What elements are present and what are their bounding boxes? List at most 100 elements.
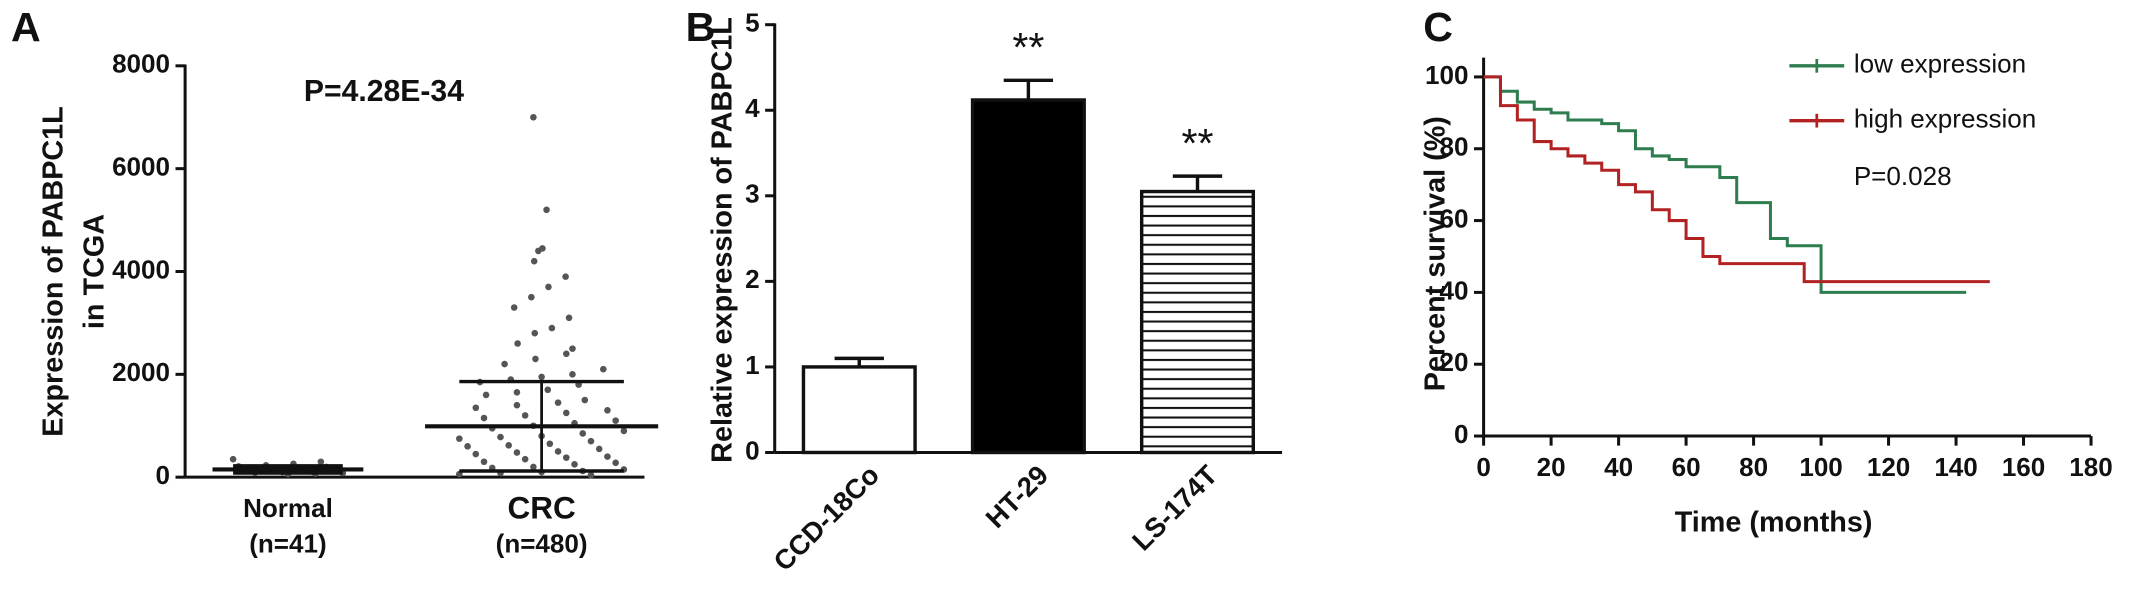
data-point [482, 391, 490, 399]
data-point [548, 324, 556, 332]
data-point [546, 440, 554, 448]
y-tick-label: 2000 [112, 357, 170, 387]
data-point [472, 404, 480, 412]
x-tick-sublabel: (n=41) [249, 529, 326, 559]
data-point [595, 445, 603, 453]
data-point [569, 371, 576, 378]
data-point [513, 401, 521, 409]
data-point [544, 386, 552, 394]
data-point [535, 247, 542, 255]
data-point [528, 293, 535, 301]
data-point [530, 463, 537, 471]
x-tick-label: 0 [1476, 452, 1491, 482]
data-point [521, 412, 529, 419]
y-axis-label: Expression of PABPC1L [37, 106, 69, 437]
data-point [620, 427, 628, 435]
y-axis-label: Relative expression of PABPC1L [707, 17, 739, 463]
data-point [587, 437, 595, 445]
data-point [563, 409, 570, 417]
data-point [538, 373, 545, 381]
y-tick-label: 8000 [112, 49, 170, 79]
x-tick-sublabel: (n=480) [496, 529, 588, 559]
data-point [587, 471, 595, 479]
survival-line [1483, 75, 1967, 294]
data-point [501, 360, 508, 368]
data-point [531, 329, 539, 337]
y-tick-label: 6000 [112, 152, 170, 182]
data-point [532, 355, 539, 363]
data-point [480, 414, 488, 422]
data-point [543, 206, 550, 214]
x-tick-label: CCD-18Co [767, 459, 885, 577]
x-tick-label: 60 [1672, 452, 1701, 482]
data-point [480, 458, 488, 466]
panel-label: A [11, 4, 41, 50]
y-axis-label: in TCGA [79, 214, 111, 329]
x-tick-label: 180 [2069, 452, 2112, 482]
panel-label: B [686, 4, 716, 50]
data-point [562, 273, 569, 280]
data-point [565, 314, 573, 322]
data-point [472, 450, 480, 458]
data-point [456, 435, 463, 442]
data-point [530, 257, 538, 265]
x-tick-label: 40 [1604, 452, 1633, 482]
y-tick-label: 0 [1454, 419, 1468, 449]
y-tick-label: 0 [745, 435, 760, 465]
data-point [571, 461, 578, 468]
y-axis-label: Percent survival (%) [1420, 116, 1452, 391]
data-point [581, 396, 589, 404]
x-tick-label: 80 [1739, 452, 1768, 482]
data-point [513, 449, 521, 456]
data-point [545, 283, 552, 291]
data-point [521, 455, 529, 463]
data-point [563, 454, 570, 461]
bar [1139, 189, 1256, 455]
x-tick-label: CRC [507, 489, 575, 525]
y-tick-label: 4000 [112, 254, 170, 284]
panel-label: C [1423, 4, 1453, 50]
data-point [600, 365, 607, 373]
significance-label: ** [1012, 24, 1044, 70]
bar [801, 365, 917, 455]
bar [970, 98, 1086, 455]
y-tick-label: 1 [745, 350, 760, 380]
data-point [604, 407, 611, 414]
data-point [569, 345, 576, 352]
x-tick-label: LS-174T [1126, 459, 1223, 556]
y-tick-label: 40 [1440, 275, 1469, 305]
data-point [612, 459, 619, 467]
data-point [505, 442, 512, 449]
survival-line [1483, 75, 1990, 284]
data-point [514, 340, 521, 347]
y-tick-label: 60 [1440, 203, 1469, 233]
data-point [229, 455, 237, 463]
significance-label: ** [1181, 120, 1213, 166]
data-point [563, 350, 570, 358]
y-tick-label: 100 [1425, 60, 1468, 90]
data-point [604, 453, 611, 460]
data-point [530, 113, 537, 121]
y-tick-label: 80 [1440, 132, 1469, 162]
data-point [579, 430, 587, 437]
y-tick-label: 4 [745, 93, 760, 123]
x-tick-label: HT-29 [980, 459, 1055, 534]
x-tick-label: 140 [1934, 452, 1977, 482]
data-point [497, 433, 504, 441]
data-point [464, 443, 471, 450]
y-tick-label: 20 [1440, 347, 1469, 377]
x-tick-label: 100 [1799, 452, 1842, 482]
y-tick-label: 2 [745, 264, 760, 294]
x-tick-label: 120 [1867, 452, 1910, 482]
annotation: P=4.28E-34 [304, 75, 464, 108]
data-point [317, 458, 325, 466]
data-point [510, 304, 518, 311]
data-point [554, 448, 562, 455]
x-tick-label: 160 [2002, 452, 2045, 482]
legend-label: low expression [1854, 49, 2026, 79]
legend-label: high expression [1854, 104, 2036, 134]
x-tick-label: 20 [1537, 452, 1566, 482]
y-tick-label: 5 [745, 8, 760, 38]
data-point [513, 389, 521, 396]
